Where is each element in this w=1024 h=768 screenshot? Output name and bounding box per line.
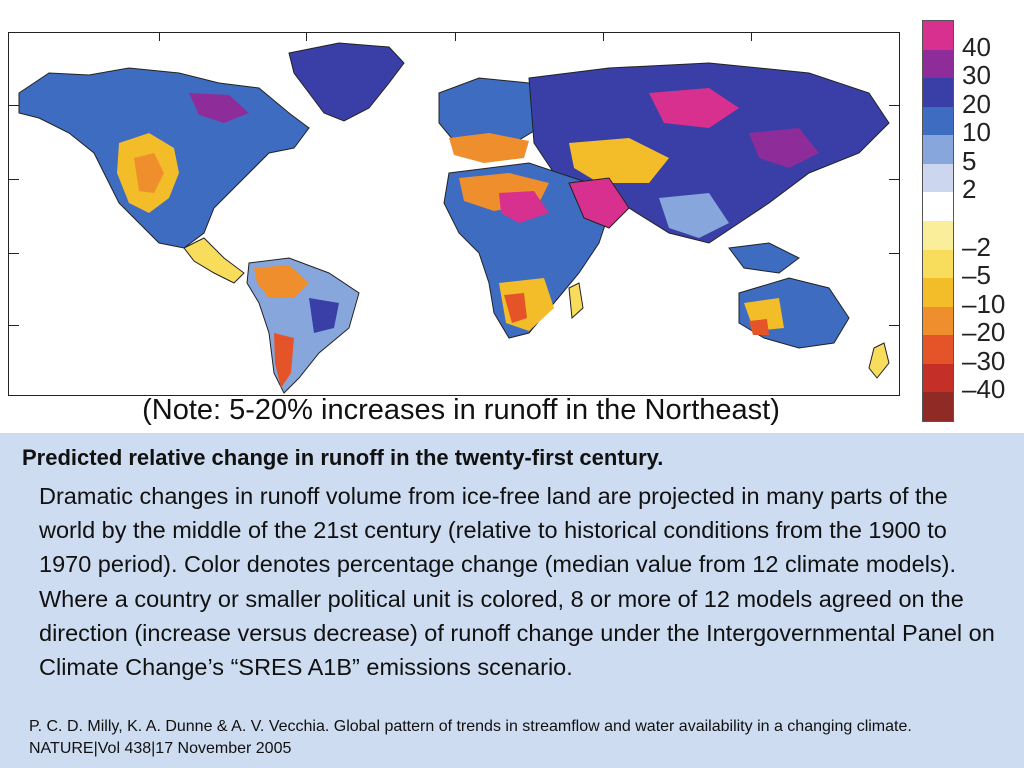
world-runoff-map	[8, 32, 900, 396]
legend-swatch	[923, 363, 953, 393]
caption-body: Dramatic changes in runoff volume from i…	[39, 483, 995, 681]
greenland	[288, 42, 405, 122]
top-tick-1	[159, 33, 160, 41]
europe	[438, 77, 555, 149]
south-america-wet	[309, 298, 339, 333]
legend-label: –10	[962, 288, 1006, 319]
asia-wet-north	[649, 88, 739, 128]
right-tick-4	[889, 325, 899, 326]
top-tick-3	[455, 33, 456, 41]
left-tick-1	[9, 105, 19, 106]
map-note: (Note: 5-20% increases in runoff in the …	[142, 394, 780, 426]
right-tick-1	[889, 105, 899, 106]
legend-swatch	[923, 192, 953, 221]
legend-label: –30	[962, 345, 1006, 376]
legend-label: 40	[962, 31, 991, 62]
africa-wet-sahara	[499, 191, 549, 223]
citation: P. C. D. Milly, K. A. Dunne & A. V. Vecc…	[29, 718, 912, 757]
legend-swatch	[923, 78, 953, 107]
legend-color-bar	[922, 20, 954, 422]
africa-dry-southwest	[504, 293, 527, 323]
legend-swatch	[923, 21, 953, 50]
new-zealand	[868, 342, 890, 379]
north-america-wet-north	[189, 93, 249, 123]
legend-swatch	[923, 221, 953, 250]
legend-label: 20	[962, 88, 991, 119]
legend-label: 30	[962, 60, 991, 91]
left-tick-3	[9, 253, 19, 254]
left-tick-2	[9, 179, 19, 180]
legend-label: –2	[962, 231, 991, 262]
central-america	[183, 237, 245, 284]
north-america-dry-core	[134, 153, 164, 193]
top-tick-4	[603, 33, 604, 41]
legend-swatch	[923, 163, 953, 193]
legend-label: –20	[962, 317, 1006, 348]
southeast-asia-islands	[728, 242, 800, 274]
asia-wet-east	[749, 128, 819, 168]
legend-swatch	[923, 106, 953, 136]
legend-label: 10	[962, 117, 991, 148]
legend-swatch	[923, 335, 953, 364]
legend-label: –5	[962, 260, 991, 291]
caption-panel: Predicted relative change in runoff in t…	[0, 433, 1024, 768]
legend-label: 2	[962, 174, 977, 205]
left-tick-4	[9, 325, 19, 326]
asia-south	[659, 193, 729, 238]
legend-swatch	[923, 49, 953, 79]
legend-swatch	[923, 249, 953, 279]
top-tick-2	[306, 33, 307, 41]
right-tick-3	[889, 253, 899, 254]
legend-label: 5	[962, 145, 977, 176]
legend-swatch	[923, 278, 953, 307]
legend-swatch	[923, 135, 953, 164]
south-america-dry-south	[274, 333, 294, 388]
caption-title: Predicted relative change in runoff in t…	[22, 445, 664, 470]
legend-label: –40	[962, 374, 1006, 405]
australia-dry-southwest	[749, 319, 769, 335]
map-graphic	[18, 42, 890, 394]
arabian-peninsula	[568, 177, 630, 229]
top-tick-5	[751, 33, 752, 41]
legend-swatch	[923, 306, 953, 336]
europe-dry-south	[449, 133, 529, 163]
madagascar	[568, 282, 584, 320]
legend-swatch	[923, 392, 953, 421]
asia-dry-central	[569, 138, 669, 183]
south-america-dry	[254, 265, 309, 298]
right-tick-2	[889, 179, 899, 180]
